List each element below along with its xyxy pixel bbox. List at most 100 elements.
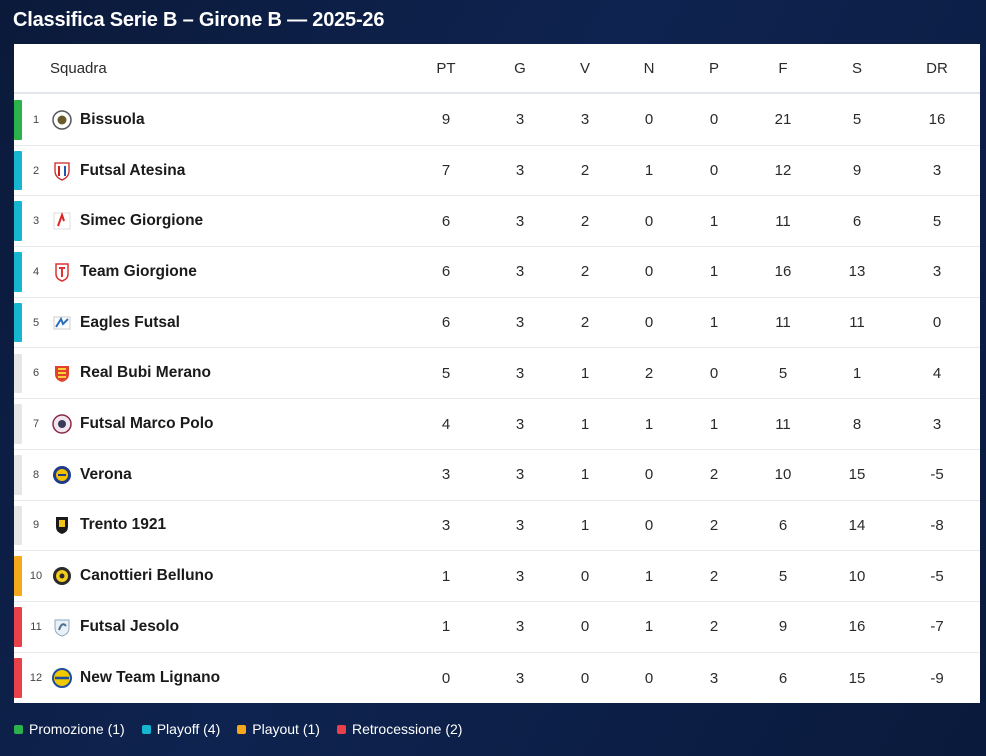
- stat-s: 16: [848, 618, 866, 636]
- table-row[interactable]: 9 Trento 1921 3 3 1 0 2 6 14 -8: [14, 501, 980, 552]
- header-f[interactable]: F: [778, 59, 788, 77]
- stat-p: 0: [709, 111, 719, 129]
- stat-g: 3: [515, 516, 525, 534]
- legend-swatch: [14, 724, 23, 734]
- header-dr[interactable]: DR: [926, 59, 948, 77]
- table-row[interactable]: 3 Simec Giorgione 6 3 2 0 1 11 6 5: [14, 196, 980, 248]
- table-row[interactable]: 8 Verona 3 3 1 0 2 10 15 -5: [14, 450, 980, 501]
- stat-p: 1: [709, 415, 719, 433]
- legend-item-promozione: Promozione (1): [14, 721, 125, 737]
- stat-dr: -5: [930, 567, 944, 585]
- stat-g: 3: [515, 466, 525, 484]
- team-name[interactable]: Canottieri Belluno: [80, 567, 214, 585]
- stat-dr: 0: [932, 314, 942, 332]
- stat-f: 11: [775, 415, 791, 433]
- zone-indicator-playoff: [14, 302, 22, 343]
- stat-f: 6: [778, 669, 788, 687]
- stat-p: 3: [709, 669, 719, 687]
- table-row[interactable]: 11 Futsal Jesolo 1 3 0 1 2 9 16 -7: [14, 602, 980, 653]
- bissuola-logo-icon: [52, 110, 72, 130]
- stat-v: 1: [580, 415, 590, 433]
- stat-p: 1: [709, 314, 719, 332]
- team-name[interactable]: New Team Lignano: [80, 669, 221, 687]
- stat-dr: 4: [932, 364, 942, 382]
- stat-pt: 5: [441, 364, 451, 382]
- stat-g: 3: [515, 618, 525, 636]
- header-team[interactable]: Squadra: [50, 59, 107, 77]
- stat-dr: 3: [932, 263, 942, 281]
- stat-g: 3: [515, 415, 525, 433]
- stat-pt: 3: [441, 466, 451, 484]
- zone-indicator-none: [14, 404, 22, 444]
- position: 7: [32, 418, 40, 431]
- stat-pt: 3: [441, 516, 451, 534]
- stat-v: 0: [580, 618, 590, 636]
- team-name[interactable]: Futsal Jesolo: [80, 617, 180, 635]
- eagles-futsal-logo-icon: [52, 313, 72, 333]
- stat-f: 9: [778, 618, 788, 636]
- stat-p: 1: [709, 263, 719, 281]
- team-name[interactable]: Trento 1921: [80, 516, 167, 534]
- header-pt[interactable]: PT: [436, 59, 456, 77]
- table-row[interactable]: 10 Canottieri Belluno 1 3 0 1 2 5 10 -5: [14, 551, 980, 602]
- team-giorgione-logo-icon: [52, 262, 72, 282]
- stat-n: 0: [644, 314, 654, 332]
- futsal-marco-polo-logo-icon: [52, 414, 72, 434]
- stat-dr: 5: [932, 212, 942, 230]
- legend-item-retrocessione: Retrocessione (2): [336, 721, 462, 737]
- zone-indicator-playoff: [14, 201, 22, 242]
- table-row[interactable]: 4 Team Giorgione 6 3 2 0 1 16 13 3: [14, 247, 980, 298]
- standings-table: Squadra PT G V N P F S DR 1 Bissuola 9 3 3 0 0…: [14, 44, 980, 703]
- stat-pt: 4: [441, 415, 451, 433]
- stat-f: 16: [774, 263, 792, 281]
- legend-item-playout: Playout (1): [237, 721, 320, 737]
- team-name[interactable]: Simec Giorgione: [80, 212, 204, 230]
- team-name[interactable]: Futsal Atesina: [80, 161, 186, 179]
- legend-label: Promozione (1): [29, 721, 125, 737]
- table-row[interactable]: 2 Futsal Atesina 7 3 2 1 0 12 9 3: [14, 146, 980, 197]
- stat-pt: 0: [441, 669, 451, 687]
- stat-f: 5: [778, 364, 788, 382]
- team-name[interactable]: Eagles Futsal: [80, 313, 180, 331]
- team-name[interactable]: Team Giorgione: [80, 262, 197, 280]
- stat-v: 0: [580, 567, 590, 585]
- team-name[interactable]: Bissuola: [80, 110, 145, 128]
- stat-dr: -8: [930, 516, 944, 534]
- stat-v: 1: [580, 466, 590, 484]
- table-row[interactable]: 5 Eagles Futsal 6 3 2 0 1 11 11 0: [14, 298, 980, 349]
- stat-s: 9: [852, 162, 862, 180]
- header-g[interactable]: G: [514, 59, 526, 77]
- stat-n: 1: [644, 567, 654, 585]
- header-p[interactable]: P: [708, 59, 719, 77]
- zone-indicator-retrocessione: [14, 607, 22, 647]
- stat-s: 5: [852, 111, 862, 129]
- stat-g: 3: [515, 263, 525, 281]
- stat-v: 3: [580, 111, 590, 129]
- stat-n: 0: [644, 516, 654, 534]
- header-n[interactable]: N: [643, 59, 655, 77]
- stat-pt: 7: [441, 162, 451, 180]
- stat-v: 2: [580, 212, 590, 230]
- table-row[interactable]: 7 Futsal Marco Polo 4 3 1 1 1 11 8 3: [14, 399, 980, 450]
- stat-v: 1: [580, 516, 590, 534]
- position: 11: [30, 620, 42, 633]
- stat-n: 0: [644, 111, 654, 129]
- header-v[interactable]: V: [579, 59, 590, 77]
- stat-p: 0: [709, 162, 719, 180]
- position: 12: [29, 672, 43, 685]
- stat-dr: -5: [930, 466, 944, 484]
- stat-g: 3: [515, 364, 525, 382]
- position: 4: [32, 265, 40, 278]
- zone-indicator-none: [14, 353, 22, 394]
- header-s[interactable]: S: [851, 59, 862, 77]
- team-name[interactable]: Verona: [80, 465, 132, 483]
- table-row[interactable]: 1 Bissuola 9 3 3 0 0 21 5 16: [14, 95, 980, 146]
- team-name[interactable]: Real Bubi Merano: [80, 364, 211, 382]
- table-row[interactable]: 12 New Team Lignano 0 3 0 0 3 6 15 -9: [14, 653, 980, 704]
- table-row[interactable]: 6 Real Bubi Merano 5 3 1 2 0 5 1 4: [14, 349, 980, 400]
- team-name[interactable]: Futsal Marco Polo: [80, 415, 214, 433]
- position: 1: [32, 113, 40, 126]
- stat-s: 10: [848, 567, 866, 585]
- stat-p: 2: [709, 618, 719, 636]
- page-title: Classifica Serie B – Girone B — 2025-26: [13, 9, 385, 31]
